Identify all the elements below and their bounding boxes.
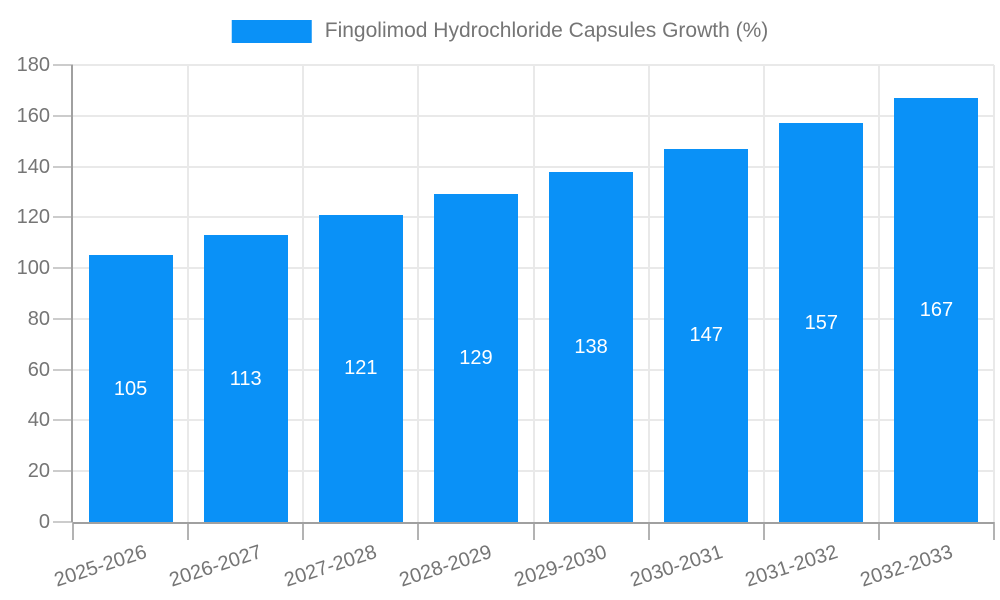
bar[interactable] (664, 148, 749, 522)
y-axis-tick (53, 165, 73, 168)
gridline-vertical (647, 65, 650, 522)
x-axis-label: 2026-2027 (166, 541, 265, 592)
x-axis-label: 2025-2026 (51, 541, 150, 592)
x-axis-label: 2032-2033 (857, 541, 956, 592)
bar[interactable] (779, 123, 864, 522)
x-axis-tick (532, 522, 535, 540)
legend-label: Fingolimod Hydrochloride Capsules Growth… (324, 19, 769, 42)
x-axis-label: 2031-2032 (742, 541, 841, 592)
gridline-vertical (993, 65, 995, 522)
bar-value-label: 138 (574, 335, 608, 358)
bar-value-label: 105 (113, 377, 148, 400)
x-axis-label: 2027-2028 (281, 541, 380, 592)
y-axis-tick (53, 114, 73, 117)
legend[interactable]: Fingolimod Hydrochloride Capsules Growth… (231, 19, 769, 43)
y-axis-tick (53, 521, 73, 523)
y-axis-label: 100 (16, 257, 50, 280)
x-axis-tick (647, 522, 650, 540)
gridline-vertical (877, 65, 880, 522)
y-axis-tick (53, 267, 73, 270)
y-axis-label: 20 (27, 460, 50, 483)
x-axis-tick (302, 522, 305, 540)
x-axis-tick (993, 522, 995, 540)
bar[interactable] (318, 214, 403, 522)
gridline-vertical (187, 65, 190, 522)
x-axis-tick (417, 522, 420, 540)
x-axis-tick (187, 522, 190, 540)
y-axis-label: 180 (16, 54, 50, 76)
y-axis-tick (53, 419, 73, 422)
x-axis-label: 2028-2029 (396, 541, 495, 592)
bar-value-label: 147 (689, 324, 723, 347)
y-axis-label: 120 (16, 206, 50, 229)
gridline-vertical (762, 65, 765, 522)
bar[interactable] (433, 194, 518, 522)
bar-value-label: 157 (804, 311, 838, 334)
x-axis-line (73, 522, 994, 524)
y-axis-line (71, 65, 73, 522)
gridline-vertical (417, 65, 420, 522)
y-axis-label: 140 (16, 155, 50, 178)
legend-swatch-icon (231, 19, 312, 43)
y-axis-label: 0 (38, 511, 50, 533)
bar-value-label: 121 (344, 357, 378, 380)
bar[interactable] (549, 171, 634, 522)
y-axis-label: 80 (27, 307, 50, 330)
y-axis-tick (53, 216, 73, 219)
x-axis-tick (877, 522, 880, 540)
y-axis-label: 40 (27, 409, 50, 432)
bar[interactable] (88, 255, 173, 522)
y-axis-tick (53, 317, 73, 320)
y-axis-label: 60 (27, 358, 50, 381)
bar-value-label: 129 (459, 347, 493, 370)
x-axis-tick (762, 522, 765, 540)
y-axis-tick (53, 64, 73, 66)
x-axis-label: 2029-2030 (512, 541, 610, 592)
bar-value-label: 113 (229, 367, 262, 390)
x-axis-tick (72, 522, 74, 540)
bar-value-label: 167 (919, 299, 954, 321)
bar[interactable] (894, 98, 979, 522)
x-axis-label: 2030-2031 (627, 541, 725, 592)
bar[interactable] (203, 235, 288, 522)
y-axis-label: 160 (16, 104, 50, 127)
gridline-vertical (302, 65, 305, 522)
gridline-vertical (532, 65, 535, 522)
y-axis-tick (53, 368, 73, 371)
y-axis-tick (53, 470, 73, 473)
